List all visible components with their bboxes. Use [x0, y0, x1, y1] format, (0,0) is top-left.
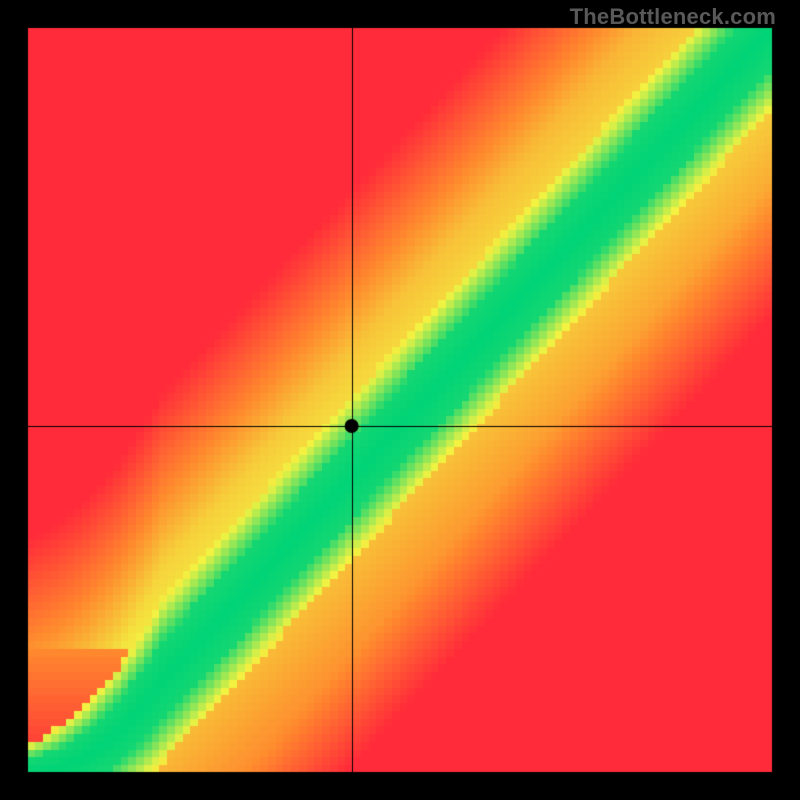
watermark-text: TheBottleneck.com: [570, 4, 776, 30]
heatmap-canvas: [0, 0, 800, 800]
chart-container: TheBottleneck.com: [0, 0, 800, 800]
